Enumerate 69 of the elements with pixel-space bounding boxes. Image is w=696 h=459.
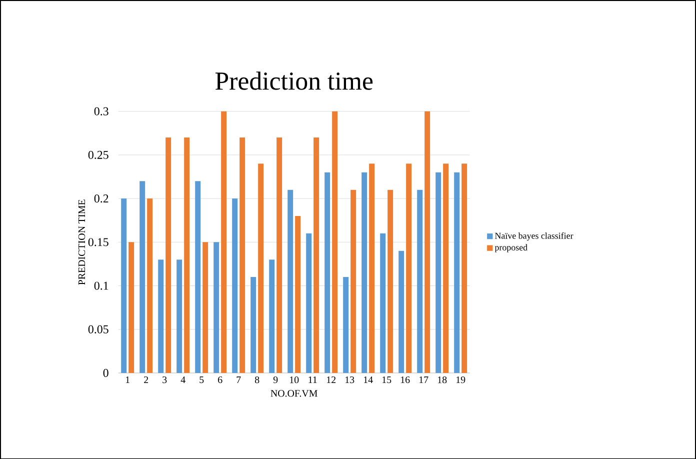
y-axis-title: PREDICTION TIME: [78, 200, 86, 285]
bar: [406, 164, 412, 373]
bar: [462, 164, 468, 373]
x-tick-label: 13: [345, 376, 354, 383]
x-tick-label: 16: [400, 376, 410, 383]
x-tick-label: 3: [162, 376, 167, 383]
x-tick-label: 5: [200, 376, 204, 383]
bar: [140, 180, 146, 373]
y-tick-label: 0.05: [88, 325, 108, 334]
bar: [276, 137, 282, 373]
bar: [269, 259, 275, 373]
bar: [314, 137, 320, 373]
chart-title: Prediction time: [215, 72, 373, 90]
bar: [306, 233, 312, 373]
x-tick-label: 2: [144, 376, 148, 383]
bar: [436, 172, 442, 373]
y-tick-label: 0.25: [88, 150, 108, 159]
x-tick-label: 10: [290, 376, 299, 384]
x-tick-label: 17: [419, 376, 428, 383]
bar: [332, 111, 338, 373]
bar: [121, 198, 127, 373]
y-tick-label: 0.1: [94, 282, 108, 290]
bar: [195, 180, 201, 373]
bar: [288, 190, 294, 373]
x-tick-label: 7: [236, 376, 241, 383]
bar: [362, 172, 368, 373]
x-tick-label: 11: [308, 376, 317, 383]
bar: [232, 198, 238, 373]
bar: [343, 276, 349, 373]
bar: [258, 164, 264, 373]
bar: [221, 111, 227, 373]
bar: [176, 259, 182, 373]
bar: [388, 190, 394, 373]
y-tick-label: 0.3: [94, 107, 108, 116]
bar: [166, 137, 172, 373]
y-tick-label: 0.2: [94, 194, 108, 202]
bar: [324, 172, 330, 373]
bar: [158, 259, 164, 373]
legend-label: Naïve bayes classifier: [494, 232, 574, 240]
bar: [128, 242, 134, 373]
bar: [350, 190, 356, 373]
x-tick-label: 12: [326, 376, 336, 383]
bar: [250, 276, 256, 373]
x-tick-label: 1: [126, 376, 130, 383]
bar: [454, 172, 460, 373]
bar: [443, 164, 449, 373]
bar: [424, 111, 430, 373]
x-tick-label: 15: [382, 376, 392, 383]
bar: [295, 216, 301, 373]
bar: [240, 137, 246, 373]
x-tick-label: 4: [180, 376, 186, 383]
legend-label: proposed: [494, 244, 528, 252]
bar: [398, 250, 404, 373]
y-tick-label: 0: [103, 368, 108, 377]
x-axis-title: NO.OF.VM: [270, 390, 318, 397]
x-tick-label: 8: [254, 376, 260, 384]
x-tick-label: 6: [218, 376, 222, 383]
bar: [369, 164, 375, 373]
bar: [184, 137, 190, 373]
x-tick-label: 19: [456, 376, 466, 383]
bar: [417, 190, 423, 373]
x-tick-label: 9: [273, 376, 278, 383]
bar: [380, 233, 386, 373]
x-tick-label: 14: [364, 376, 373, 383]
y-tick-label: 0.15: [88, 238, 108, 246]
bar: [202, 242, 208, 373]
x-tick-label: 18: [438, 376, 447, 384]
bar: [214, 242, 220, 373]
bar: [147, 198, 153, 373]
